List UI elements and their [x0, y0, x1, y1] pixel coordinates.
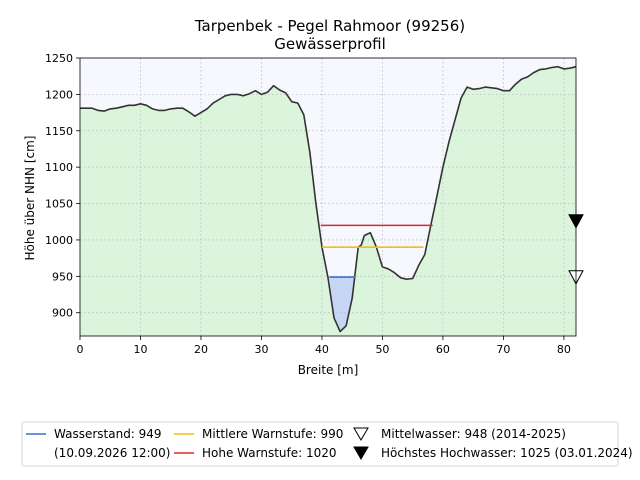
- plot-frame: [79, 57, 577, 337]
- y-axis-label: Höhe über NHN [cm]: [23, 136, 37, 261]
- x-tick-label: 10: [133, 343, 147, 356]
- water-area: [329, 277, 356, 332]
- x-tick-label: 80: [557, 343, 571, 356]
- legend-label-mittelwasser: Mittelwasser: 948 (2014-2025): [381, 427, 566, 441]
- terrain-area: [80, 66, 576, 336]
- y-tick-label: 900: [52, 307, 73, 320]
- legend-label-wasserstand: Wasserstand: 949: [54, 427, 162, 441]
- legend-label-hohe-warnstufe: Hohe Warnstufe: 1020: [202, 446, 337, 460]
- x-tick-label: 50: [375, 343, 389, 356]
- x-tick-label: 70: [496, 343, 510, 356]
- x-tick-label: 40: [315, 343, 329, 356]
- legend: Wasserstand: 949 (10.09.2026 12:00) Mitt…: [21, 421, 633, 467]
- legend-swatch-mittelwasser: [353, 427, 369, 441]
- y-axis: 900 950 1000 1050 1100 1150 1200 1250: [45, 52, 80, 320]
- y-tick-label: 1000: [45, 234, 73, 247]
- y-tick-label: 950: [52, 270, 73, 283]
- legend-label-wasserstand-date: (10.09.2026 12:00): [54, 446, 170, 460]
- x-tick-label: 30: [254, 343, 268, 356]
- chart-subtitle: Gewässerprofil: [274, 35, 386, 53]
- y-tick-label: 1150: [45, 125, 73, 138]
- legend-label-mittlere-warnstufe: Mittlere Warnstufe: 990: [202, 427, 343, 441]
- legend-box: [21, 421, 619, 467]
- x-axis: 0 10 20 30 40 50 60 70 80: [77, 336, 571, 356]
- x-tick-label: 20: [194, 343, 208, 356]
- y-tick-label: 1100: [45, 161, 73, 174]
- plot-area: [79, 57, 584, 337]
- legend-label-hoechstes-hochwasser: Höchstes Hochwasser: 1025 (03.01.2024): [381, 446, 633, 460]
- chart-title: Tarpenbek - Pegel Rahmoor (99256): [194, 17, 465, 35]
- y-tick-label: 1200: [45, 88, 73, 101]
- terrain-profile-line: [80, 65, 577, 333]
- x-tick-label: 60: [436, 343, 450, 356]
- x-tick-label: 0: [77, 343, 84, 356]
- x-axis-label: Breite [m]: [298, 363, 359, 377]
- y-tick-label: 1250: [45, 52, 73, 65]
- y-tick-label: 1050: [45, 198, 73, 211]
- legend-swatch-hoechstes-hochwasser: [353, 446, 369, 460]
